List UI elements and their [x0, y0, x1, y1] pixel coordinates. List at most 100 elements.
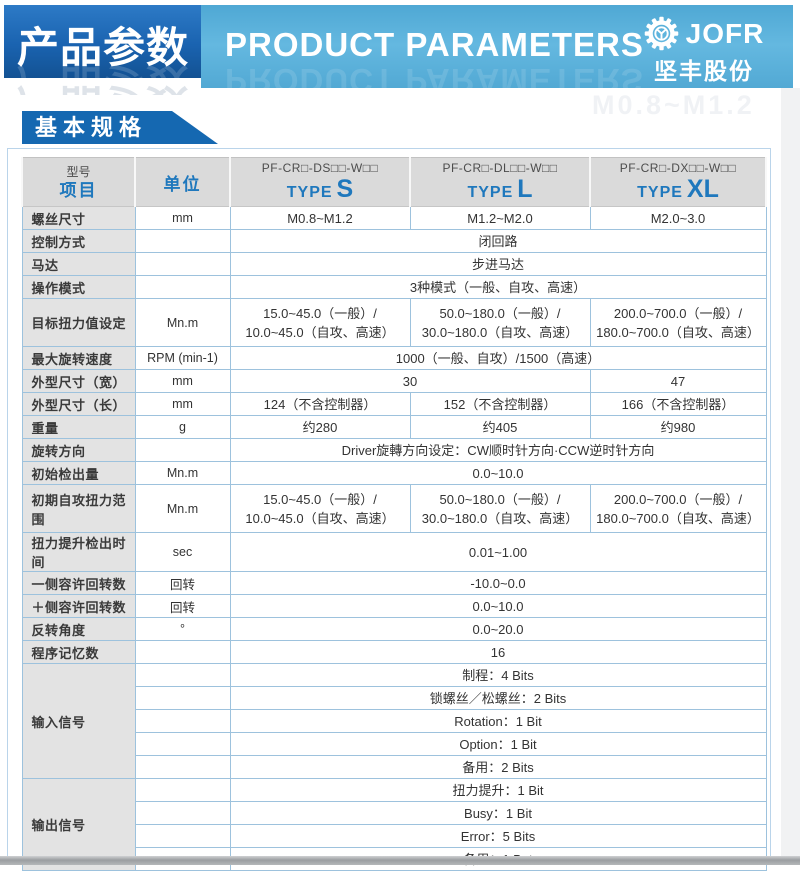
type-l-size: L [517, 175, 533, 203]
table-row: 初始检出量 Mn.m 0.0~10.0 [21, 461, 767, 485]
value-cell: 制程：4 Bits [229, 663, 767, 687]
type-l-model-code: PF-CR□-DL□□-W□□ [442, 161, 558, 175]
table-row: 初期自攻扭力范围 Mn.m 15.0~45.0（一般）/ 10.0~45.0（自… [21, 484, 767, 533]
type-l-label: TYPE [467, 184, 514, 201]
unit-header-cell: 单位 [134, 157, 231, 207]
unit-cell [134, 801, 231, 825]
corner-model-label: 型号 [66, 164, 91, 179]
unit-cell [134, 252, 231, 276]
row-label: 反转角度 [21, 617, 136, 641]
value-cell: Error：5 Bits [229, 824, 767, 848]
type-l-header-cell: PF-CR□-DL□□-W□□ TYPE L [409, 157, 591, 207]
unit-cell: Mn.m [134, 461, 231, 485]
value-cell: Option：1 Bit [229, 732, 767, 756]
value-cell: 15.0~45.0（一般）/ 10.0~45.0（自攻、高速） [229, 298, 411, 347]
value-cell: Driver旋轉方向设定：CW顺时针方向·CCW逆时针方向 [229, 438, 767, 462]
unit-cell: Mn.m [134, 298, 231, 347]
value-cell: 约405 [409, 415, 591, 439]
gear-icon [644, 16, 678, 51]
unit-cell: Mn.m [134, 484, 231, 533]
row-label: 操作模式 [21, 275, 136, 299]
type-xl-model-code: PF-CR□-DX□□-W□□ [619, 161, 737, 175]
row-label: 程序记忆数 [21, 640, 136, 664]
header-title-zh-panel: 产品参数 产品参数 [4, 5, 201, 78]
value-cell: 152（不含控制器） [409, 392, 591, 416]
table-row: 操作模式 3种模式（一般、自攻、高速） [21, 275, 767, 299]
page-title-zh-reflection: 产品参数 [17, 56, 189, 78]
unit-cell: ° [134, 617, 231, 641]
spec-panel: 型号 项目 单位 PF-CR□-DS□□-W□□ TYPE S PF-CR□-DL… [7, 148, 771, 871]
row-label: 目标扭力值设定 [21, 298, 136, 347]
unit-cell: sec [134, 532, 231, 572]
brand-logo: JOFR 坚丰股份 [629, 16, 779, 86]
type-s-model-code: PF-CR□-DS□□-W□□ [261, 161, 379, 175]
value-cell: 0.0~10.0 [229, 594, 767, 618]
row-label: 外型尺寸（长） [21, 392, 136, 416]
table-row: 控制方式 闭回路 [21, 229, 767, 253]
unit-cell: mm [134, 392, 231, 416]
unit-cell [134, 663, 231, 687]
corner-item-label: 项目 [59, 180, 98, 200]
section-title: 基本规格 [35, 115, 148, 140]
value-cell: 15.0~45.0（一般）/ 10.0~45.0（自攻、高速） [229, 484, 411, 533]
row-label: 扭力提升检出时间 [21, 532, 136, 572]
page-title-en-reflection: PRODUCT PARAMETERS [225, 62, 644, 88]
value-cell: 3种模式（一般、自攻、高速） [229, 275, 767, 299]
unit-cell [134, 275, 231, 299]
page-header: 产品参数 产品参数 产品参数 PRODUCT PARAMETERS PRODUC… [0, 0, 800, 98]
table-row: 马达 步进马达 [21, 252, 767, 276]
spec-table: 型号 项目 单位 PF-CR□-DS□□-W□□ TYPE S PF-CR□-DL… [21, 157, 767, 871]
unit-cell: 回转 [134, 571, 231, 595]
value-cell: 备用：2 Bits [229, 755, 767, 779]
table-row: 螺丝尺寸 mm M0.8~M1.2 M1.2~M2.0 M2.0~3.0 [21, 206, 767, 230]
table-row: Busy：1 Bit [22, 801, 767, 825]
value-cell: 50.0~180.0（一般）/ 30.0~180.0（自攻、高速） [409, 484, 591, 533]
row-label: ＋侧容许回转数 [21, 594, 136, 618]
unit-cell [134, 438, 231, 462]
value-cell: 步进马达 [229, 252, 767, 276]
table-row: 重量 g 约280 约405 约980 [21, 415, 767, 439]
value-cell: 约280 [229, 415, 411, 439]
table-row: 旋转方向 Driver旋轉方向设定：CW顺时针方向·CCW逆时针方向 [21, 438, 767, 462]
unit-cell: mm [134, 206, 231, 230]
type-xl-size: XL [686, 175, 719, 203]
table-row: 外型尺寸（长） mm 124（不含控制器） 152（不含控制器） 166（不含控… [21, 392, 767, 416]
table-row: 程序记忆数 16 [21, 640, 767, 664]
row-label: 初期自攻扭力范围 [21, 484, 136, 533]
table-row: 输出信号 扭力提升：1 Bit [21, 778, 767, 871]
table-row: 目标扭力值设定 Mn.m 15.0~45.0（一般）/ 10.0~45.0（自攻… [21, 298, 767, 347]
table-header-row: 型号 项目 单位 PF-CR□-DS□□-W□□ TYPE S PF-CR□-DL… [21, 157, 767, 207]
unit-cell: RPM (min-1) [134, 346, 231, 370]
type-xl-label: TYPE [637, 184, 683, 201]
page-bottom-edge [0, 856, 800, 865]
unit-cell [134, 755, 231, 779]
value-cell: 约980 [589, 415, 767, 439]
watermark-text: M0.8~M1.2 [592, 90, 755, 120]
value-cell: 锁螺丝／松螺丝：2 Bits [229, 686, 767, 710]
table-row: Rotation：1 Bit [22, 709, 767, 733]
value-cell: 0.0~10.0 [229, 461, 767, 485]
row-label: 旋转方向 [21, 438, 136, 462]
value-cell: M2.0~3.0 [589, 206, 767, 230]
row-label: 重量 [21, 415, 136, 439]
value-cell: 0.01~1.00 [229, 532, 767, 572]
row-label: 一侧容许回转数 [21, 571, 136, 595]
table-row: 扭力提升检出时间 sec 0.01~1.00 [21, 532, 767, 572]
page-title-zh-ghost: 产品参数 [17, 78, 202, 95]
table-row: 锁螺丝／松螺丝：2 Bits [22, 686, 767, 710]
table-row: 反转角度 ° 0.0~20.0 [21, 617, 767, 641]
unit-cell [134, 824, 231, 848]
row-label: 初始检出量 [21, 461, 136, 485]
page-right-margin [781, 88, 800, 857]
value-cell: 200.0~700.0（一般）/ 180.0~700.0（自攻、高速） [589, 298, 767, 347]
value-cell: M1.2~M2.0 [409, 206, 591, 230]
page-title-zh: 产品参数 [17, 24, 190, 71]
page-title-en: PRODUCT PARAMETERS [225, 26, 644, 63]
table-row: 一侧容许回转数 回转 -10.0~0.0 [21, 571, 767, 595]
table-row: 最大旋转速度 RPM (min-1) 1000（一般、自攻）/1500（高速） [21, 346, 767, 370]
corner-header-cell: 型号 项目 [21, 157, 136, 207]
value-cell: Busy：1 Bit [229, 801, 767, 825]
type-s-header-cell: PF-CR□-DS□□-W□□ TYPE S [229, 157, 411, 207]
table-row: 外型尺寸（宽） mm 30 47 [21, 369, 767, 393]
value-cell: 124（不含控制器） [229, 392, 411, 416]
